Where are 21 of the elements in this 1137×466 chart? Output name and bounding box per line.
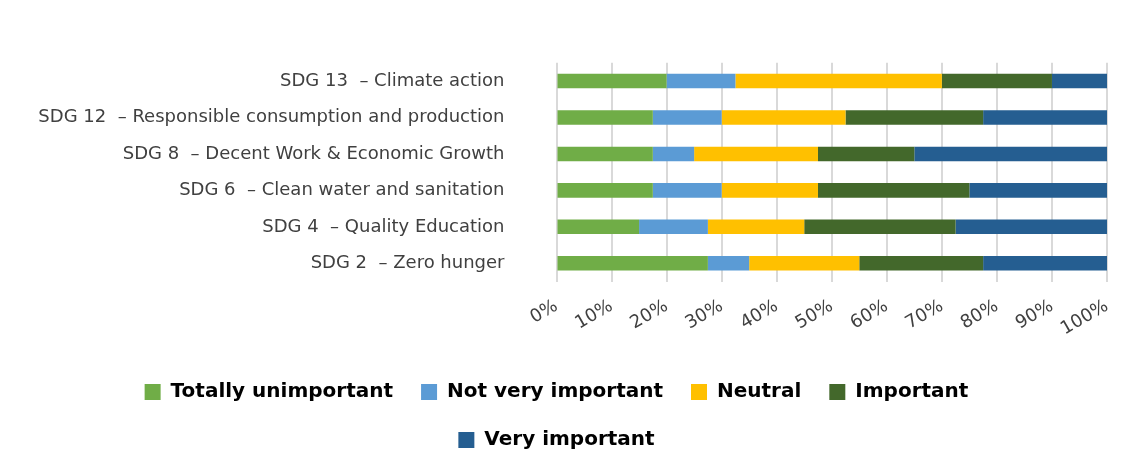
y-tick-label: SDG 4 – Quality Education — [262, 214, 505, 236]
legend-label: Neutral — [717, 378, 802, 403]
y-tick-label: SDG 8 – Decent Work & Economic Growth — [122, 141, 505, 163]
y-tick-label: SDG 12 – Responsible consumption and production — [38, 105, 505, 127]
y-tick-label: SDG 6 – Clean water and sanitation — [179, 178, 505, 200]
x-tick-label: 40% — [735, 294, 782, 333]
x-tick-label: 20% — [625, 294, 671, 333]
x-tick-label: 0% — [525, 294, 561, 327]
legend-label: Totally unimportant — [170, 378, 394, 403]
y-tick-label: SDG 13 – Climate action — [280, 68, 505, 90]
x-tick-label: 80% — [956, 294, 1002, 333]
x-tick-label: 10% — [570, 294, 616, 333]
x-tick-label: 30% — [680, 294, 726, 333]
x-tick-label: 90% — [1011, 294, 1057, 333]
y-tick-label: SDG 2 – Zero hunger — [310, 250, 506, 272]
legend-label: Important — [855, 378, 969, 403]
legend-label: Not very important — [447, 378, 664, 403]
x-tick-label: 60% — [846, 294, 892, 333]
legend-label: Very important — [484, 426, 656, 451]
x-tick-label: 50% — [790, 294, 837, 333]
x-tick-label: 70% — [901, 294, 947, 333]
